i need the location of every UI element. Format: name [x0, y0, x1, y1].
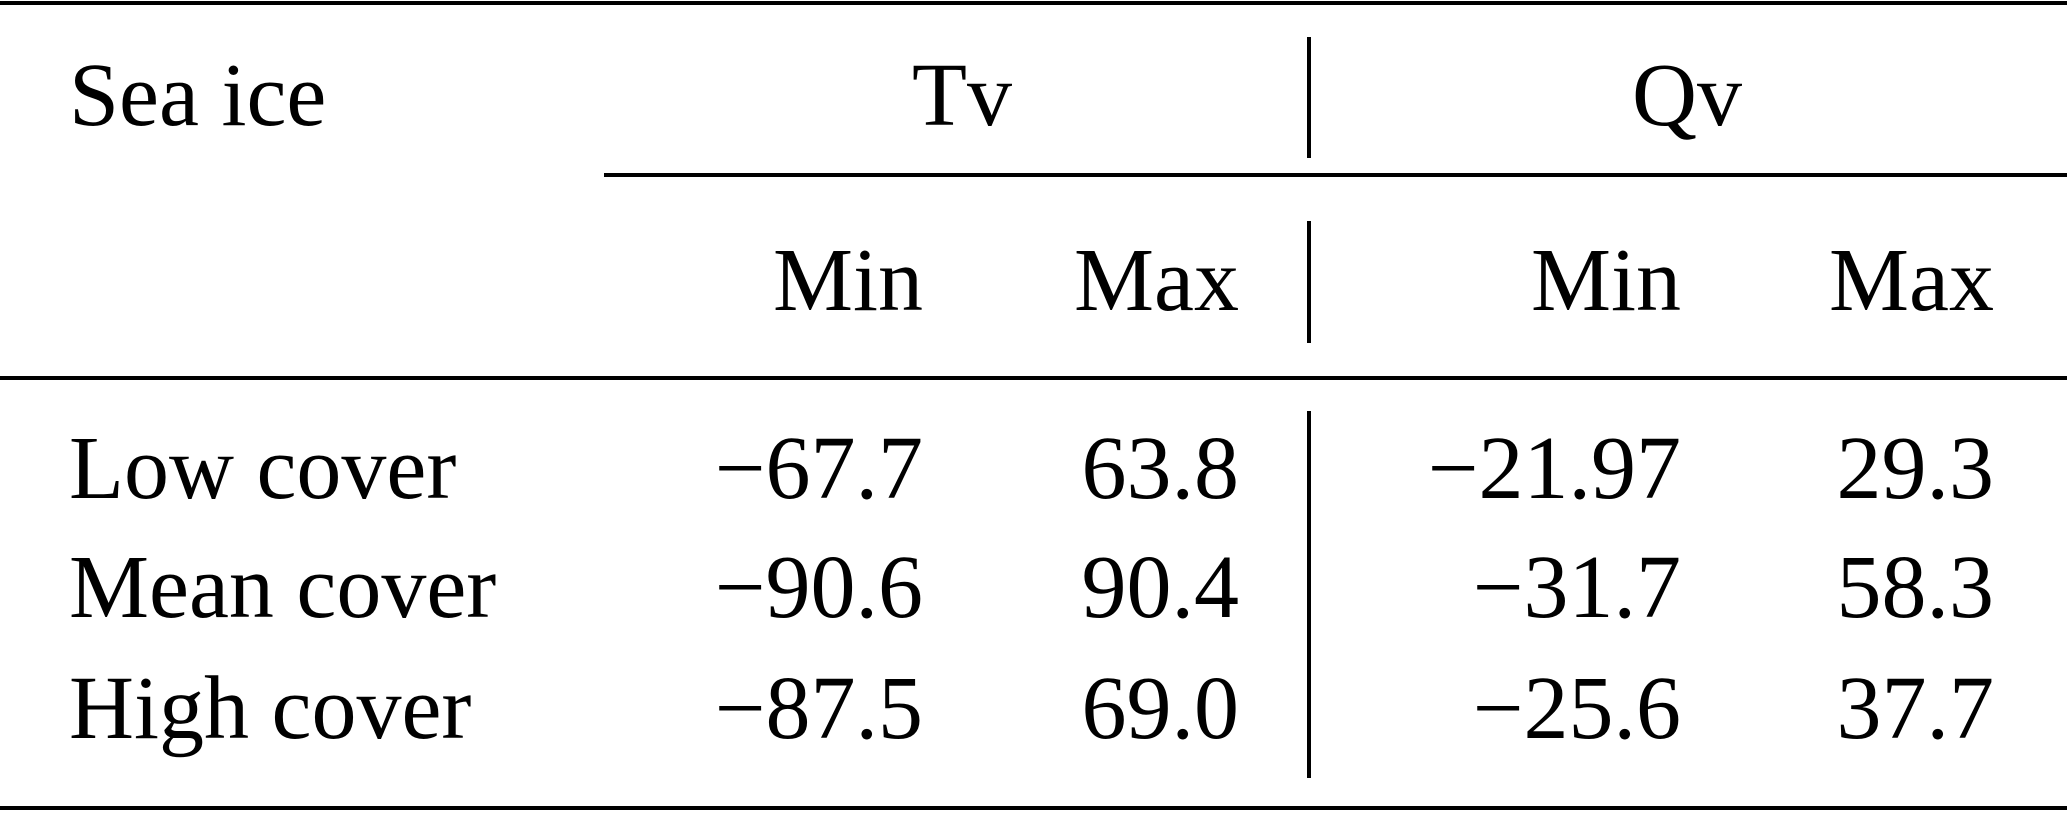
- cell: 58.3: [1837, 538, 1995, 637]
- column-header: Max: [1829, 231, 1994, 330]
- cell: −90.6: [715, 538, 923, 637]
- column-header: Min: [1531, 231, 1681, 330]
- row-label: High cover: [69, 659, 471, 758]
- column-header: Max: [1074, 231, 1239, 330]
- cell: −67.7: [715, 419, 923, 518]
- cell: 29.3: [1837, 419, 1995, 518]
- cell: −21.97: [1428, 419, 1681, 518]
- stub-header: Sea ice: [69, 46, 326, 145]
- group-header: Qv: [1632, 46, 1742, 145]
- cell: 37.7: [1837, 659, 1995, 758]
- row-label: Low cover: [69, 419, 456, 518]
- cell: −25.6: [1473, 659, 1681, 758]
- column-header: Min: [773, 231, 923, 330]
- group-header: Tv: [912, 46, 1012, 145]
- row-label: Mean cover: [69, 538, 496, 637]
- cell: −87.5: [715, 659, 923, 758]
- cell: 90.4: [1082, 538, 1240, 637]
- cell: 69.0: [1082, 659, 1240, 758]
- cell: −31.7: [1473, 538, 1681, 637]
- cell: 63.8: [1082, 419, 1240, 518]
